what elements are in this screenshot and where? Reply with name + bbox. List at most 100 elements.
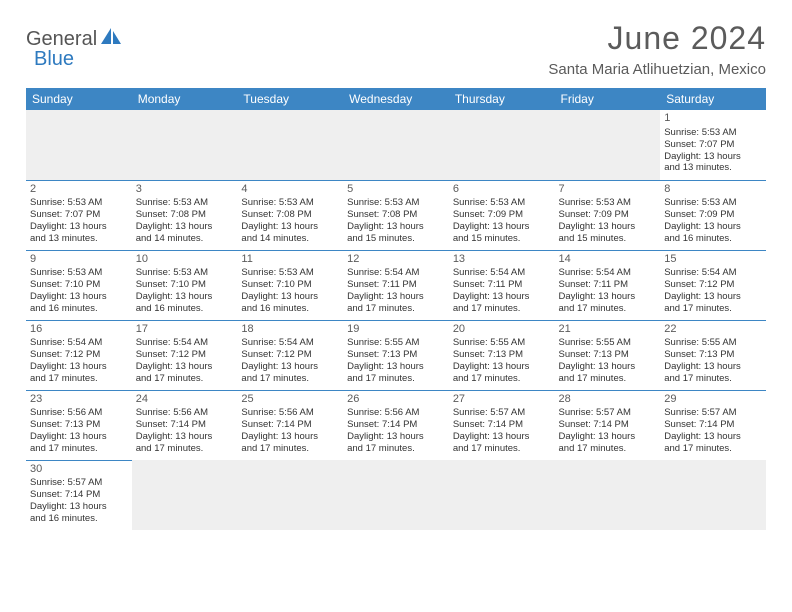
day-info-line: and 15 minutes. — [453, 233, 551, 245]
day-info: Sunrise: 5:54 AMSunset: 7:12 PMDaylight:… — [664, 267, 762, 315]
day-info-line: Sunset: 7:12 PM — [136, 349, 234, 361]
day-info-line: Daylight: 13 hours — [241, 431, 339, 443]
day-info-line: Daylight: 13 hours — [241, 291, 339, 303]
day-cell: 13Sunrise: 5:54 AMSunset: 7:11 PMDayligh… — [449, 250, 555, 320]
day-info-line: Sunrise: 5:57 AM — [30, 477, 128, 489]
day-info: Sunrise: 5:57 AMSunset: 7:14 PMDaylight:… — [453, 407, 551, 455]
calendar-table: Sunday Monday Tuesday Wednesday Thursday… — [26, 88, 766, 530]
day-info-line: and 17 minutes. — [136, 373, 234, 385]
day-info-line: Sunrise: 5:53 AM — [30, 197, 128, 209]
day-info: Sunrise: 5:53 AMSunset: 7:09 PMDaylight:… — [664, 197, 762, 245]
day-info: Sunrise: 5:53 AMSunset: 7:10 PMDaylight:… — [30, 267, 128, 315]
day-info-line: and 17 minutes. — [559, 443, 657, 455]
day-info-line: and 17 minutes. — [453, 303, 551, 315]
day-cell: 25Sunrise: 5:56 AMSunset: 7:14 PMDayligh… — [237, 390, 343, 460]
day-info-line: Sunset: 7:07 PM — [30, 209, 128, 221]
day-info: Sunrise: 5:55 AMSunset: 7:13 PMDaylight:… — [664, 337, 762, 385]
day-info-line: Sunrise: 5:53 AM — [347, 197, 445, 209]
day-info: Sunrise: 5:56 AMSunset: 7:13 PMDaylight:… — [30, 407, 128, 455]
day-info-line: Sunrise: 5:53 AM — [664, 197, 762, 209]
day-info-line: Sunrise: 5:54 AM — [664, 267, 762, 279]
day-number: 5 — [347, 183, 445, 197]
day-info-line: Daylight: 13 hours — [664, 361, 762, 373]
day-info-line: Daylight: 13 hours — [30, 221, 128, 233]
day-info-line: and 15 minutes. — [559, 233, 657, 245]
day-info-line: Sunrise: 5:56 AM — [241, 407, 339, 419]
day-number: 11 — [241, 253, 339, 267]
day-info-line: Sunset: 7:13 PM — [559, 349, 657, 361]
day-info-line: Sunrise: 5:55 AM — [664, 337, 762, 349]
day-info-line: Sunset: 7:08 PM — [241, 209, 339, 221]
day-info-line: Sunset: 7:14 PM — [664, 419, 762, 431]
day-info-line: Sunset: 7:11 PM — [453, 279, 551, 291]
day-info-line: Sunset: 7:10 PM — [241, 279, 339, 291]
day-info: Sunrise: 5:54 AMSunset: 7:11 PMDaylight:… — [453, 267, 551, 315]
day-cell: 20Sunrise: 5:55 AMSunset: 7:13 PMDayligh… — [449, 320, 555, 390]
day-info-line: and 16 minutes. — [30, 513, 128, 525]
day-info-line: Sunrise: 5:55 AM — [453, 337, 551, 349]
logo-text-blue: Blue — [34, 48, 74, 71]
day-info-line: Daylight: 13 hours — [453, 361, 551, 373]
day-number: 6 — [453, 183, 551, 197]
day-info-line: Sunrise: 5:53 AM — [241, 197, 339, 209]
day-info-line: Sunrise: 5:56 AM — [347, 407, 445, 419]
day-cell: 3Sunrise: 5:53 AMSunset: 7:08 PMDaylight… — [132, 180, 238, 250]
day-info-line: Sunrise: 5:57 AM — [559, 407, 657, 419]
day-cell: 26Sunrise: 5:56 AMSunset: 7:14 PMDayligh… — [343, 390, 449, 460]
day-info-line: and 17 minutes. — [347, 303, 445, 315]
day-number: 30 — [30, 463, 128, 477]
day-info: Sunrise: 5:57 AMSunset: 7:14 PMDaylight:… — [559, 407, 657, 455]
day-info-line: Sunrise: 5:53 AM — [241, 267, 339, 279]
day-cell: 9Sunrise: 5:53 AMSunset: 7:10 PMDaylight… — [26, 250, 132, 320]
day-number: 13 — [453, 253, 551, 267]
day-info: Sunrise: 5:54 AMSunset: 7:12 PMDaylight:… — [30, 337, 128, 385]
day-cell: 2Sunrise: 5:53 AMSunset: 7:07 PMDaylight… — [26, 180, 132, 250]
day-number: 24 — [136, 393, 234, 407]
day-info-line: Sunrise: 5:57 AM — [664, 407, 762, 419]
day-info: Sunrise: 5:56 AMSunset: 7:14 PMDaylight:… — [241, 407, 339, 455]
day-info-line: Sunrise: 5:53 AM — [559, 197, 657, 209]
day-cell — [555, 460, 661, 530]
day-info-line: Sunset: 7:09 PM — [453, 209, 551, 221]
day-info: Sunrise: 5:53 AMSunset: 7:08 PMDaylight:… — [347, 197, 445, 245]
day-info-line: Sunset: 7:14 PM — [559, 419, 657, 431]
day-number: 21 — [559, 323, 657, 337]
month-title: June 2024 — [548, 20, 766, 57]
day-number: 16 — [30, 323, 128, 337]
day-info-line: Sunset: 7:14 PM — [347, 419, 445, 431]
day-number: 19 — [347, 323, 445, 337]
day-info-line: Sunset: 7:11 PM — [559, 279, 657, 291]
day-info-line: Sunset: 7:12 PM — [241, 349, 339, 361]
day-info: Sunrise: 5:56 AMSunset: 7:14 PMDaylight:… — [347, 407, 445, 455]
day-info: Sunrise: 5:55 AMSunset: 7:13 PMDaylight:… — [347, 337, 445, 385]
page: General June 2024 Santa Maria Atlihuetzi… — [0, 0, 792, 550]
day-info-line: Daylight: 13 hours — [30, 291, 128, 303]
day-cell: 27Sunrise: 5:57 AMSunset: 7:14 PMDayligh… — [449, 390, 555, 460]
day-info-line: Daylight: 13 hours — [347, 221, 445, 233]
day-cell: 15Sunrise: 5:54 AMSunset: 7:12 PMDayligh… — [660, 250, 766, 320]
day-number: 14 — [559, 253, 657, 267]
day-cell — [237, 460, 343, 530]
week-row: 9Sunrise: 5:53 AMSunset: 7:10 PMDaylight… — [26, 250, 766, 320]
day-info-line: Sunset: 7:10 PM — [136, 279, 234, 291]
day-number: 10 — [136, 253, 234, 267]
day-info-line: Sunrise: 5:54 AM — [559, 267, 657, 279]
day-info-line: Daylight: 13 hours — [136, 221, 234, 233]
day-info-line: Sunset: 7:14 PM — [30, 489, 128, 501]
day-info: Sunrise: 5:53 AMSunset: 7:09 PMDaylight:… — [453, 197, 551, 245]
day-number: 25 — [241, 393, 339, 407]
day-number: 9 — [30, 253, 128, 267]
day-info-line: and 14 minutes. — [136, 233, 234, 245]
day-info-line: Sunrise: 5:53 AM — [30, 267, 128, 279]
day-info-line: Sunrise: 5:53 AM — [664, 127, 762, 139]
day-info: Sunrise: 5:55 AMSunset: 7:13 PMDaylight:… — [453, 337, 551, 385]
day-number: 3 — [136, 183, 234, 197]
day-info-line: Daylight: 13 hours — [453, 431, 551, 443]
day-info-line: and 13 minutes. — [664, 162, 762, 174]
day-info-line: Daylight: 13 hours — [136, 291, 234, 303]
day-info-line: Sunset: 7:14 PM — [453, 419, 551, 431]
day-info-line: Sunset: 7:12 PM — [664, 279, 762, 291]
day-number: 22 — [664, 323, 762, 337]
day-info: Sunrise: 5:57 AMSunset: 7:14 PMDaylight:… — [30, 477, 128, 525]
day-info-line: Sunset: 7:14 PM — [136, 419, 234, 431]
